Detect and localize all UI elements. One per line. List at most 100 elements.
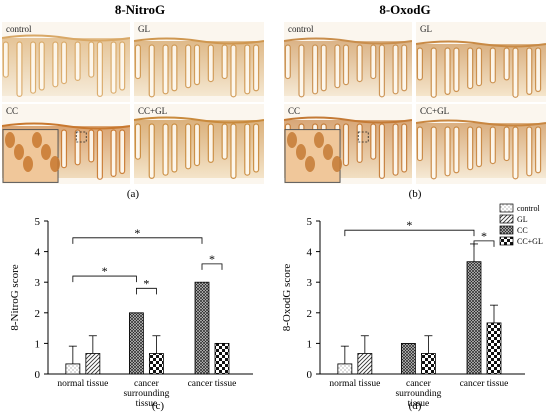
lumen-edge [134,116,264,124]
significance-mark: * [143,276,149,290]
significance-mark: * [481,229,487,243]
crypt [392,123,399,176]
lumen-edge [134,37,264,45]
tile-label: CC+GL [420,106,450,116]
lumen-edge [284,37,412,45]
y-axis-label: 8-NitroG score [9,264,21,330]
crypt [96,129,103,180]
legend-entry: control [517,204,540,213]
crypt [430,47,437,98]
bar [65,363,81,375]
x-tick-label: cancer [406,379,432,389]
lumen-edge [284,116,412,124]
tile-label: CC [288,106,301,116]
crypt [378,123,385,180]
y-tick-label: 0 [307,369,313,381]
crypt [526,47,533,96]
crypt [185,44,192,89]
y-tick-label: 5 [35,216,41,228]
crypt [60,129,68,169]
x-tick-label: surrounding [395,389,441,399]
crypt [185,123,192,170]
crypt [489,47,496,84]
micrograph-b-ccgl: CC+GL [416,104,546,184]
bar [128,312,144,375]
crypt [401,123,408,173]
significance-mark: * [134,226,140,240]
y-tick-label: 1 [35,338,41,350]
crypt [207,44,214,83]
significance-mark: * [102,264,108,278]
crypt [475,47,483,87]
lumen-edge [416,40,546,48]
crypt [88,129,95,163]
crypt [110,41,117,94]
bar [466,261,482,375]
x-tick-label: cancer tissue [188,379,237,389]
inset-marker [357,131,369,143]
x-tick-label: surrounding [123,389,169,399]
y-tick-label: 3 [35,277,41,289]
crypt [171,44,178,92]
crypt [284,44,291,80]
bar [148,353,164,375]
legend-swatch [499,214,514,224]
crypt [512,126,519,180]
significance-bracket [72,275,137,283]
legend-entry: CC+GL [517,237,543,246]
crypt [320,44,327,92]
crypt [221,44,228,80]
crypt [16,41,23,98]
x-tick-label: tissue [408,399,430,409]
micrograph-b-cc: CC [284,104,412,184]
x-tick-label: normal tissue [329,379,380,389]
tissue-image [134,104,264,184]
crypt [148,44,155,98]
bar [214,342,230,375]
y-tick-label: 1 [307,338,313,350]
crypt [148,123,155,180]
crypt [162,44,169,95]
legend-swatch [499,225,514,235]
tissue-image [284,104,412,184]
tissue-image [416,22,546,102]
crypt [38,41,45,91]
stained-cell [50,156,60,172]
crypt [110,129,117,178]
x-tick-label: cancer tissue [460,379,509,389]
crypt [244,44,251,95]
crypt [162,123,169,176]
tile-label: CC [6,106,19,116]
crypt [535,126,542,174]
crypt [453,126,460,174]
crypt [378,44,385,98]
crypt [475,126,483,168]
micrograph-a-control: control [2,22,130,102]
bar [85,353,101,375]
crypt [334,44,341,89]
lumen-edge [416,119,546,127]
crypt [370,44,377,80]
crypt [503,126,510,162]
crypt [444,47,451,96]
y-axis-label: 8-OxodG score [281,264,293,332]
chart-8-oxodg: 0 1 2 3 4 5 8-OxodG score normal tissue cancersu… [281,216,525,409]
bar [400,342,416,375]
crypt [489,126,496,165]
tile-label: CC+GL [138,106,168,116]
stained-cell [314,132,324,148]
y-tick-label: 4 [307,247,313,259]
crypt [526,126,533,177]
micrograph-a-ccgl: CC+GL [134,104,264,184]
crypt [193,123,201,167]
micrograph-a-gl: GL [134,22,264,102]
stained-cell [287,132,297,148]
crypt [134,123,141,160]
crypt [416,47,423,81]
lumen-edge [2,34,130,42]
tissue-image [416,104,546,184]
y-tick-label: 0 [35,369,41,381]
crypt [342,44,350,86]
crypt [30,41,37,94]
y-tick-label: 4 [35,247,41,259]
